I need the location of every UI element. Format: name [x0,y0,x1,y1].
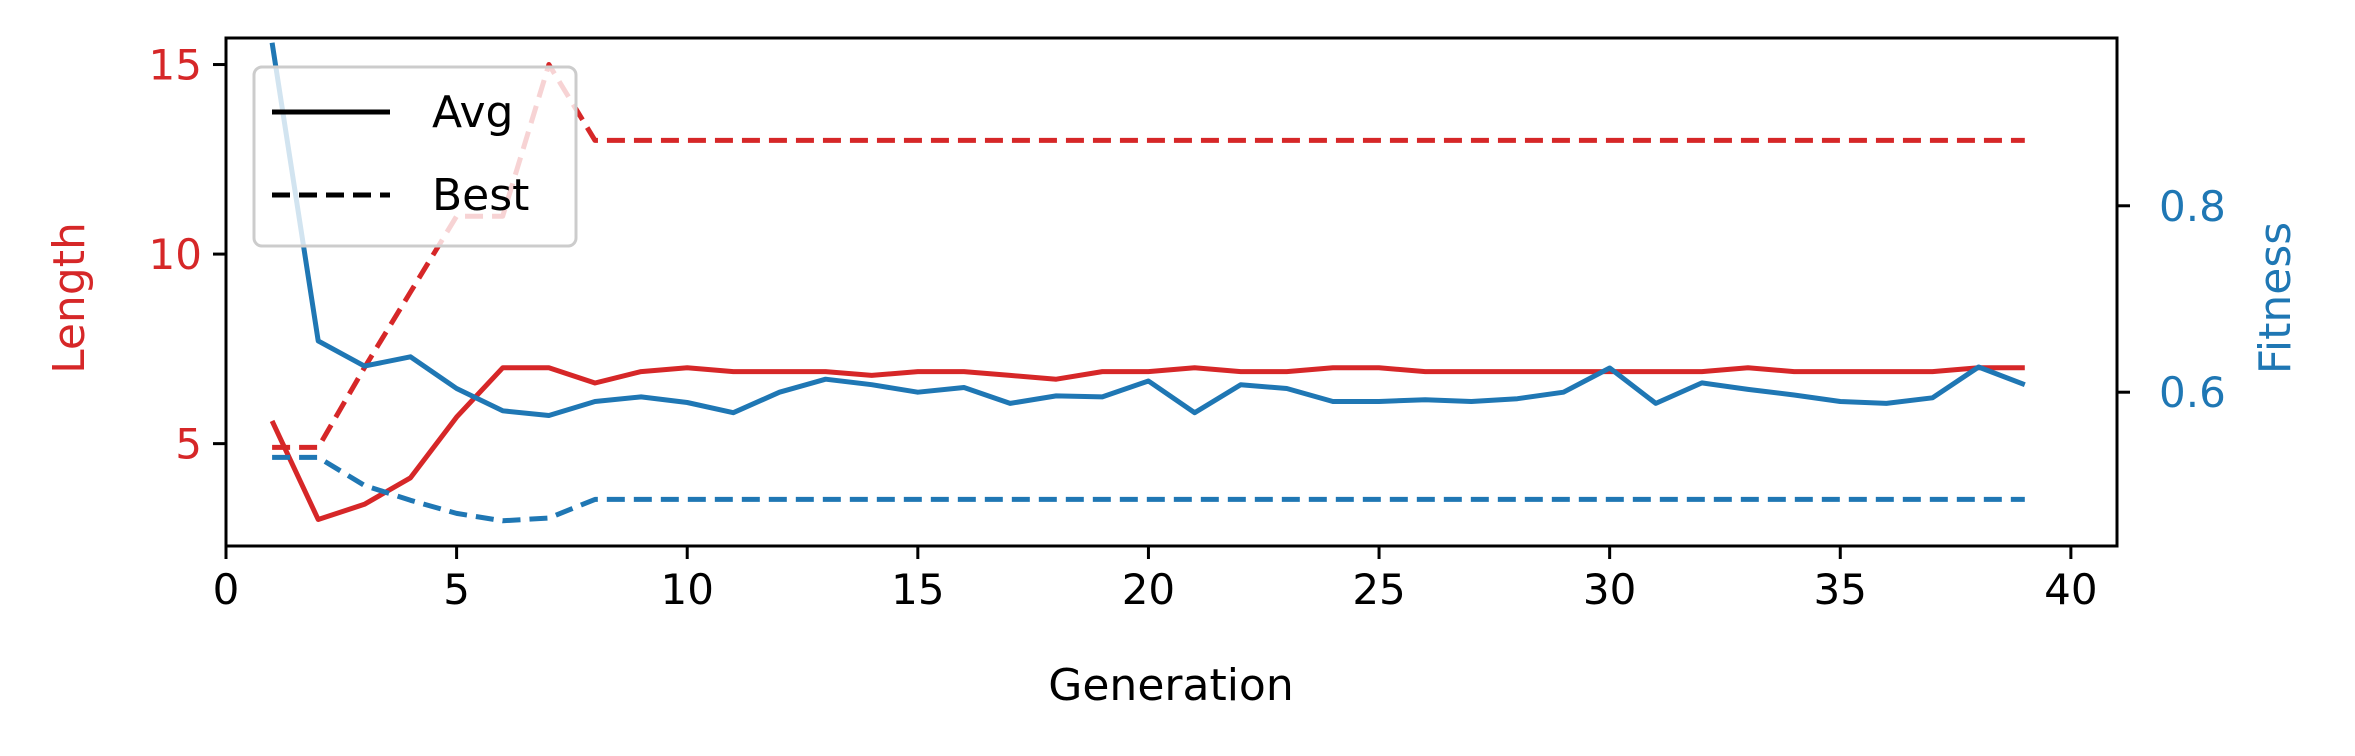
x-tick-label: 10 [660,565,713,614]
x-tick-label: 35 [1814,565,1867,614]
series-line-fitness-best [272,454,2025,524]
legend: Avg Best [252,65,578,248]
x-tick-label: 40 [2044,565,2097,614]
y-axis-fitness: 0.6 0.8 [2117,182,2226,417]
x-tick-label: 5 [443,565,470,614]
plot-frame [224,36,2119,548]
y-right-tick-label: 0.6 [2159,368,2226,417]
y-axis-left-title: Length [44,222,95,374]
y-right-tick-label: 0.8 [2159,182,2226,231]
x-tick-label: 30 [1583,565,1636,614]
y-left-tick-label: 5 [175,420,202,469]
x-axis: 0 5 10 15 20 25 30 35 40 [213,546,2098,614]
y-left-tick-label: 15 [149,41,202,90]
series-line-length-avg [269,365,2025,522]
legend-label-avg: Avg [432,87,514,138]
x-tick-label: 0 [213,565,240,614]
y-axis-right-title: Fitness [2250,222,2301,374]
x-axis-title: Generation [1048,660,1293,711]
x-tick-label: 25 [1352,565,1405,614]
x-tick-label: 15 [891,565,944,614]
series-line-fitness-avg [269,42,2026,418]
legend-label-best: Best [432,170,529,221]
x-tick-label: 20 [1122,565,1175,614]
y-axis-length: 5 10 15 [149,41,226,469]
y-left-tick-label: 10 [149,230,202,279]
